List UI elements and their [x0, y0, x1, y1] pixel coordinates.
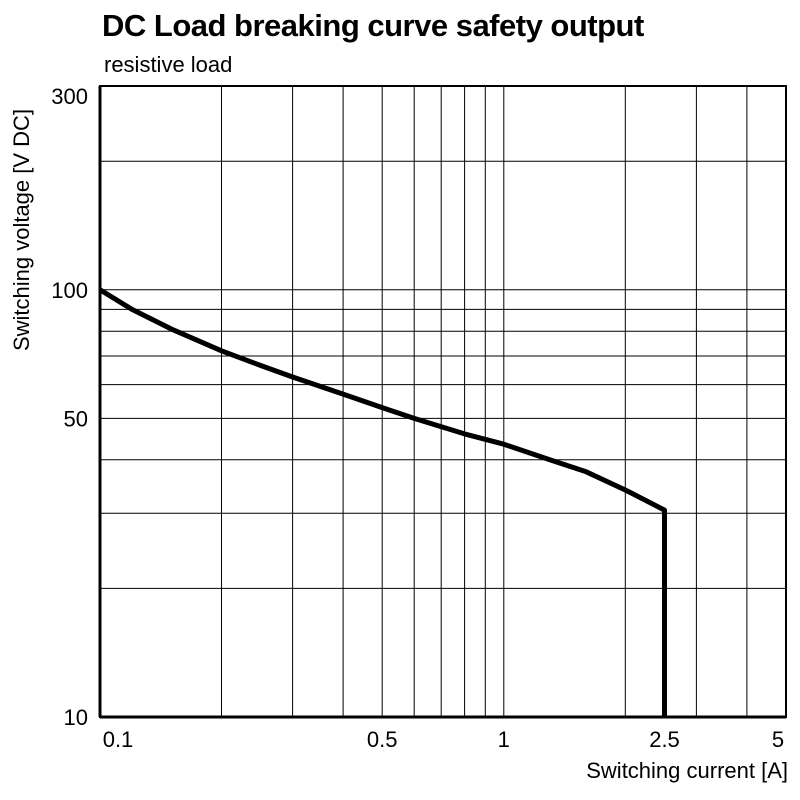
- x-tick-label: 1: [498, 727, 510, 752]
- chart-title: DC Load breaking curve safety output: [102, 8, 644, 43]
- chart-subtitle: resistive load: [104, 52, 233, 77]
- curve-breaking-capacity: [98, 287, 667, 717]
- plot-frame: [99, 85, 787, 718]
- x-tick-label: 0.5: [367, 727, 398, 752]
- y-tick-label: 300: [51, 84, 88, 109]
- x-tick-label: 2.5: [649, 727, 680, 752]
- x-tick-label: 0.1: [103, 727, 134, 752]
- y-tick-label: 10: [64, 705, 88, 730]
- y-tick-label: 100: [51, 278, 88, 303]
- x-tick-label: 5: [772, 727, 784, 752]
- x-axis-label: Switching current [A]: [586, 758, 788, 783]
- y-axis-label: Switching voltage [V DC]: [9, 108, 34, 352]
- y-tick-label: 50: [64, 406, 88, 431]
